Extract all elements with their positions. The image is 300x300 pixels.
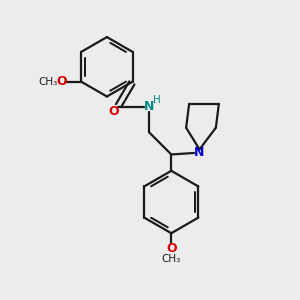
Text: O: O <box>108 106 119 118</box>
Text: O: O <box>166 242 177 255</box>
Text: N: N <box>194 146 205 160</box>
Text: H: H <box>153 95 161 105</box>
Text: CH₃: CH₃ <box>39 76 58 87</box>
Text: N: N <box>144 100 154 113</box>
Text: O: O <box>56 75 67 88</box>
Text: CH₃: CH₃ <box>162 254 181 264</box>
